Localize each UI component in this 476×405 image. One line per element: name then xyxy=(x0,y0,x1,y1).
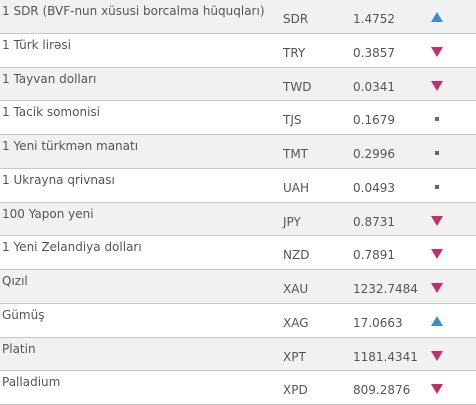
trend-icon xyxy=(431,12,443,22)
table-row: Gümüş XAG 17.0663 xyxy=(0,304,476,338)
currency-rate: 17.0663 xyxy=(353,315,403,330)
currency-rate: 0.0493 xyxy=(353,180,395,195)
currency-rate: 809.2876 xyxy=(353,383,411,398)
currency-code: NZD xyxy=(283,248,310,263)
trend-icon xyxy=(431,46,443,57)
currency-name: 100 Yapon yeni xyxy=(2,206,94,221)
trend-up xyxy=(431,12,443,22)
trend-icon xyxy=(431,283,443,293)
currency-code: XPD xyxy=(283,383,308,398)
currency-rate: 1232.7484 xyxy=(353,282,418,296)
currency-code: JPY xyxy=(283,214,301,229)
table-row: 1 Türk lirəsi TRY 0.3857 xyxy=(0,34,476,68)
trend-icon xyxy=(435,184,439,189)
table-row: 1 Ukrayna qrivnası UAH 0.0493 xyxy=(0,169,476,203)
currency-rate: 0.2996 xyxy=(353,147,395,161)
currency-code: UAH xyxy=(283,180,310,195)
currency-name: 1 Yeni Zelandiya dolları xyxy=(2,240,142,255)
trend-down xyxy=(431,46,443,57)
trend-icon xyxy=(431,315,443,326)
currency-code: TWD xyxy=(283,79,312,94)
trend-flat xyxy=(435,117,439,122)
trend-down xyxy=(431,350,443,361)
currency-code: TJS xyxy=(283,113,302,128)
trend-down xyxy=(431,80,443,91)
currency-name: Platin xyxy=(2,341,36,356)
trend-icon xyxy=(431,249,443,260)
trend-icon xyxy=(431,350,443,361)
currency-code: XPT xyxy=(283,349,306,364)
currency-code: TMT xyxy=(283,147,309,161)
currency-name: Gümüş xyxy=(2,307,45,322)
table-row: 100 Yapon yeni JPY 0.8731 xyxy=(0,202,476,237)
currency-code: XAG xyxy=(283,315,309,330)
trend-down xyxy=(431,384,443,395)
trend-down xyxy=(431,249,443,260)
trend-flat xyxy=(435,184,439,189)
currency-name: 1 Tayvan dolları xyxy=(2,71,97,86)
currency-rate: 0.8731 xyxy=(353,214,395,229)
currency-name: Palladium xyxy=(2,375,61,390)
currency-name: 1 Yeni türkmən manatı xyxy=(2,139,139,153)
trend-icon xyxy=(435,117,439,122)
table-row: 1 Yeni Zelandiya dolları NZD 0.7891 xyxy=(0,236,476,270)
currency-name: 1 Türk lirəsi xyxy=(2,37,72,52)
table-row: 1 SDR (BVF-nun xüsusi borcalma hüquqları… xyxy=(0,0,476,34)
currency-code: XAU xyxy=(283,282,309,296)
table-row: 1 Tayvan dolları TWD 0.0341 xyxy=(0,67,476,102)
trend-up xyxy=(431,315,443,326)
trend-icon xyxy=(431,384,443,395)
currency-rate: 0.0341 xyxy=(353,79,395,94)
trend-icon xyxy=(435,151,439,155)
currency-code: TRY xyxy=(283,45,306,60)
trend-flat xyxy=(435,151,439,155)
currency-name: Qızıl xyxy=(2,274,28,288)
trend-down xyxy=(431,215,443,226)
table-row: 1 Yeni türkmən manatı TMT 0.2996 xyxy=(0,135,476,169)
currency-name: 1 Ukrayna qrivnası xyxy=(2,172,115,187)
currency-name: 1 SDR (BVF-nun xüsusi borcalma hüquqları… xyxy=(2,4,265,18)
table-row: 1 Tacik somonisi TJS 0.1679 xyxy=(0,101,476,135)
currency-name: 1 Tacik somonisi xyxy=(2,105,100,120)
table-row: Qızıl XAU 1232.7484 xyxy=(0,270,476,304)
table-row: Platin XPT 1181.4341 xyxy=(0,337,476,372)
currency-rate: 0.3857 xyxy=(353,45,395,60)
currency-rate: 0.7891 xyxy=(353,248,395,263)
trend-icon xyxy=(431,80,443,91)
currency-rate: 0.1679 xyxy=(353,113,395,128)
currency-rate: 1.4752 xyxy=(353,12,395,26)
trend-down xyxy=(431,283,443,293)
currency-rate: 1181.4341 xyxy=(353,349,418,364)
trend-icon xyxy=(431,215,443,226)
table-row: Palladium XPD 809.2876 xyxy=(0,371,476,405)
currency-code: SDR xyxy=(283,12,309,26)
